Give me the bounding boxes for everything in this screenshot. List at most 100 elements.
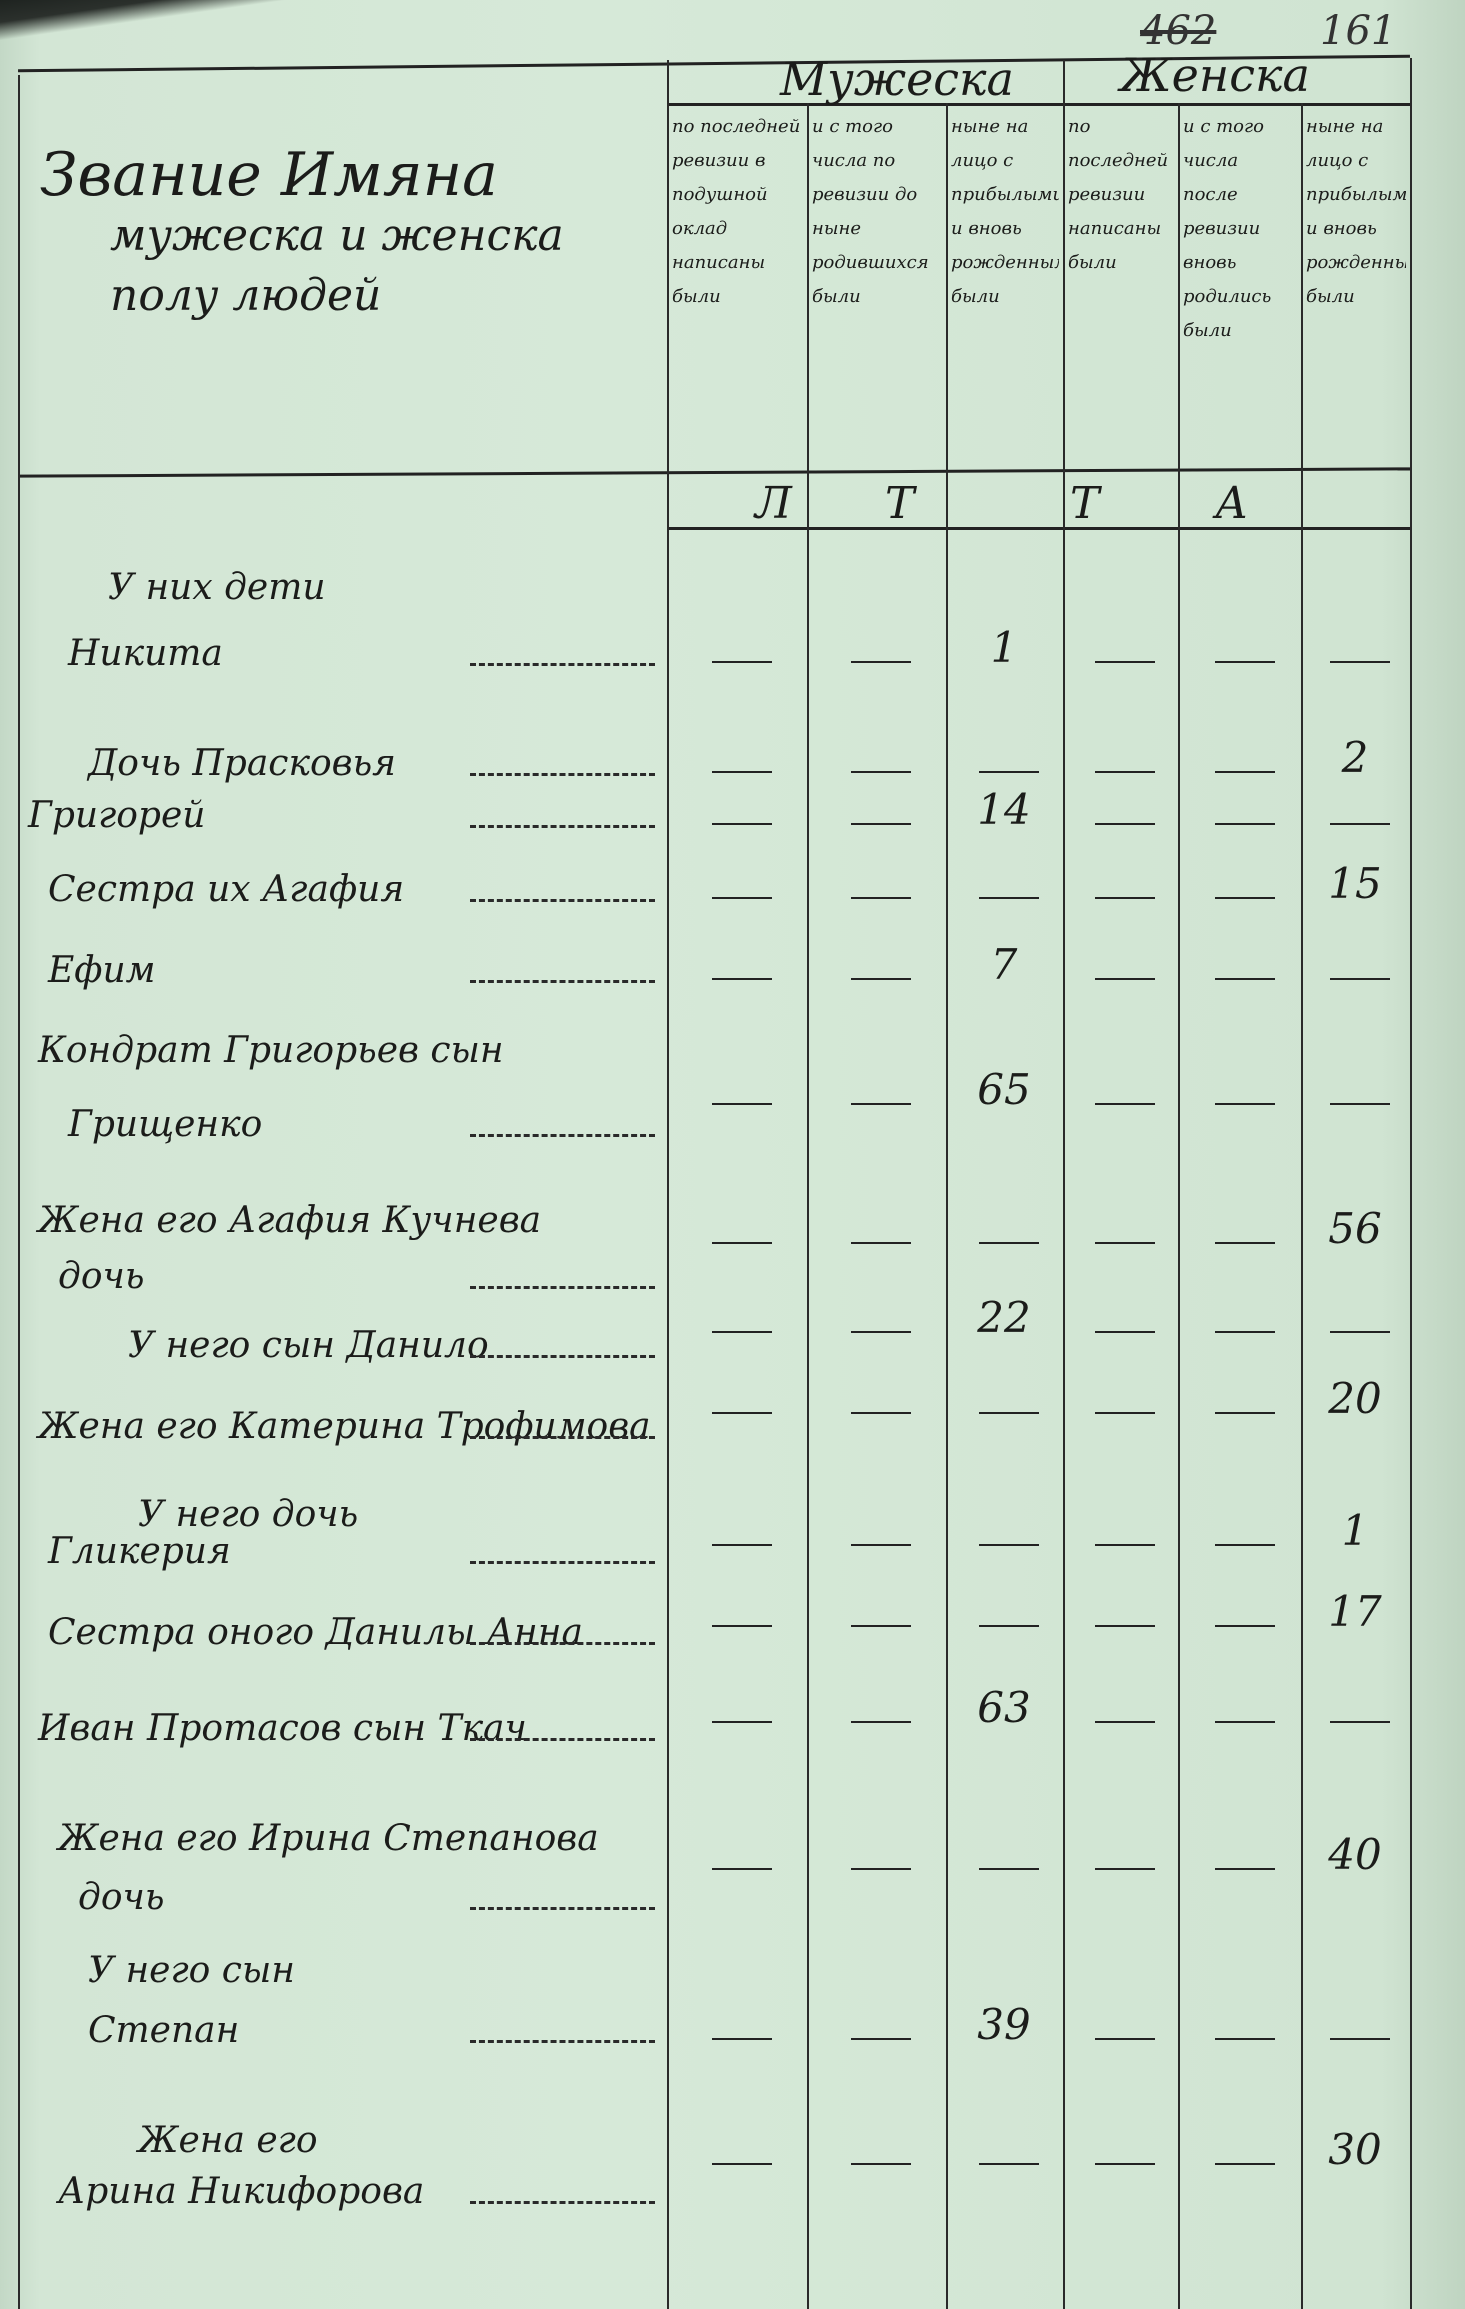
empty-dash (1215, 1625, 1275, 1627)
name-column-rule (667, 60, 669, 2309)
empty-dash (712, 1721, 772, 1723)
column-header-male-previous: по последней ревизии в подушной оклад на… (672, 116, 801, 307)
empty-dash (1095, 661, 1155, 663)
empty-dash (1330, 1331, 1390, 1333)
column-header-female-previous: по последней ревизии написаны были (1068, 116, 1169, 273)
empty-dash (1330, 1103, 1390, 1105)
age-value: 65 (977, 1065, 1031, 1114)
entry-name-line: У него сын Данило (128, 1325, 489, 1366)
empty-dash (712, 1242, 772, 1244)
empty-dash (712, 1625, 772, 1627)
empty-dash (1215, 1544, 1275, 1546)
empty-dash (1095, 2163, 1155, 2165)
age-value: 14 (977, 785, 1031, 834)
empty-dash (1215, 1331, 1275, 1333)
empty-dash (1095, 978, 1155, 980)
entry-name-line: Жена его Ирина Степанова (58, 1818, 599, 1859)
subheader-rule (667, 103, 1410, 106)
empty-dash (1330, 2038, 1390, 2040)
filler-dash (470, 773, 655, 778)
male-section-title: Мужеска (780, 52, 1014, 106)
empty-dash (1095, 1103, 1155, 1105)
column-header-male-born: и с того числа по ревизии до ныне родивш… (812, 116, 929, 307)
empty-dash (1330, 823, 1390, 825)
age-value: 30 (1328, 2125, 1382, 2174)
name-column-title: Звание Имяна (40, 140, 498, 210)
entry-name-line: Кондрат Григорьев сын (38, 1030, 504, 1071)
column-rule (946, 103, 948, 2309)
column-rule (1178, 103, 1180, 2309)
empty-dash (851, 771, 911, 773)
unit-letter: Т (885, 478, 915, 529)
empty-dash (1215, 1721, 1275, 1723)
filler-dash (470, 1738, 655, 1743)
empty-dash (851, 1331, 911, 1333)
empty-dash (979, 1412, 1039, 1414)
filler-dash (470, 663, 655, 668)
entry-name-line: Сестра оного Данилы Анна (48, 1612, 583, 1653)
unit-letter: Л (755, 478, 792, 529)
age-value: 15 (1328, 859, 1382, 908)
name-column-title-line2: мужеска и женска (110, 210, 564, 261)
empty-dash (979, 1868, 1039, 1870)
empty-dash (712, 823, 772, 825)
filler-dash (470, 825, 655, 830)
column-rule (1301, 103, 1303, 2309)
name-column-title-line3: полу людей (110, 270, 382, 321)
age-value: 56 (1328, 1204, 1382, 1253)
entry-name-line: дочь (58, 1256, 145, 1297)
unit-letter: Т (1070, 478, 1100, 529)
filler-dash (470, 1907, 655, 1912)
empty-dash (712, 1412, 772, 1414)
empty-dash (1215, 2038, 1275, 2040)
age-value: 40 (1328, 1830, 1382, 1879)
female-section-title: Женска (1120, 48, 1310, 102)
age-value: 39 (977, 2000, 1031, 2049)
empty-dash (1215, 661, 1275, 663)
header-bottom-rule (18, 467, 1410, 478)
empty-dash (851, 1544, 911, 1546)
empty-dash (712, 661, 772, 663)
filler-dash (470, 2040, 655, 2045)
empty-dash (979, 897, 1039, 899)
empty-dash (1095, 2038, 1155, 2040)
empty-dash (1215, 978, 1275, 980)
column-header-female-present: ныне на лицо с прибылыми и вновь рожденн… (1306, 116, 1406, 307)
entry-name-line: Иван Протасов сын Ткач (38, 1708, 527, 1749)
page-edge-shadow (0, 0, 1465, 60)
age-value: 7 (990, 940, 1018, 989)
unit-letter: А (1215, 478, 1249, 529)
empty-dash (1330, 1721, 1390, 1723)
entry-name-line: У него дочь (138, 1494, 359, 1535)
age-value: 63 (977, 1683, 1031, 1732)
filler-dash (470, 1642, 655, 1647)
empty-dash (1330, 978, 1390, 980)
struck-page-number: 462 (1140, 8, 1217, 54)
column-rule (807, 103, 809, 2309)
entry-name-line: дочь (78, 1877, 165, 1918)
empty-dash (1215, 771, 1275, 773)
empty-dash (979, 1625, 1039, 1627)
filler-dash (470, 1561, 655, 1566)
empty-dash (712, 1103, 772, 1105)
entry-name-line: У них дети (108, 567, 326, 608)
empty-dash (1215, 897, 1275, 899)
age-value: 22 (977, 1293, 1031, 1342)
empty-dash (979, 1242, 1039, 1244)
entry-name-line: У него сын (88, 1950, 295, 1991)
empty-dash (1215, 1412, 1275, 1414)
entry-name-line: Арина Никифорова (58, 2171, 425, 2212)
page-number: 161 (1320, 8, 1397, 54)
empty-dash (851, 897, 911, 899)
empty-dash (851, 823, 911, 825)
empty-dash (712, 978, 772, 980)
entry-name-line: Жена его Катерина Трофимова (38, 1406, 651, 1447)
empty-dash (851, 978, 911, 980)
empty-dash (851, 661, 911, 663)
age-value: 1 (990, 623, 1018, 672)
empty-dash (1215, 2163, 1275, 2165)
empty-dash (979, 771, 1039, 773)
age-value: 1 (1341, 1506, 1369, 1555)
units-rule (667, 527, 1410, 530)
empty-dash (851, 1625, 911, 1627)
